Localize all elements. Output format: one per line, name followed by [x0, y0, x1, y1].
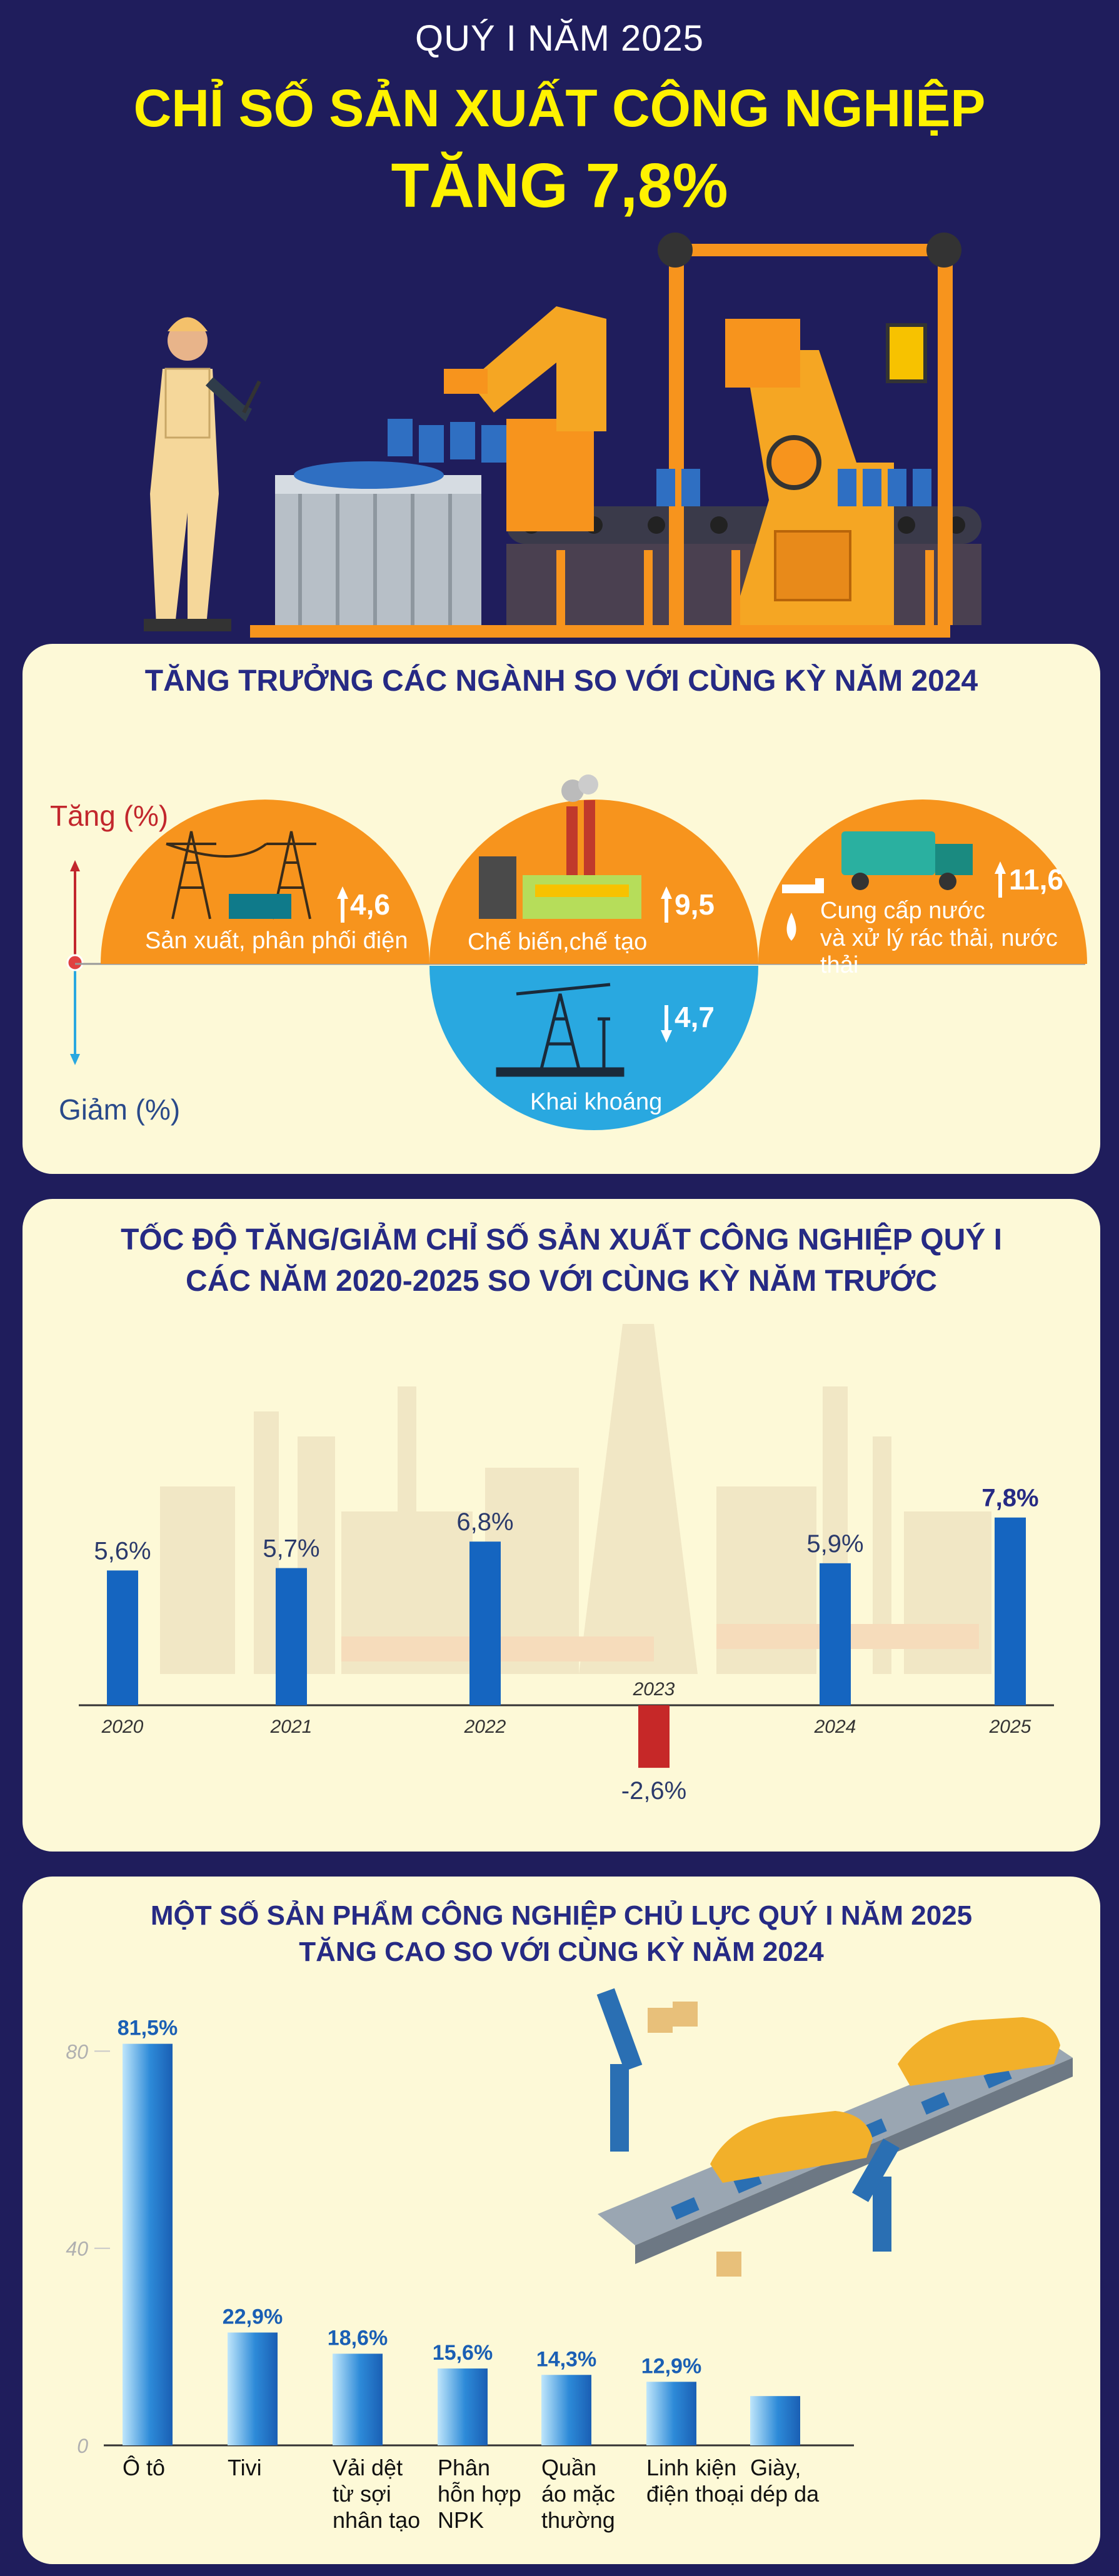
down-arrow: [661, 1005, 672, 1043]
product-category-label-3-1: hỗn hợp: [438, 2481, 521, 2507]
car-assembly-illustration: [596, 1988, 1073, 2277]
product-category-label-4-1: áo mặc: [541, 2481, 615, 2507]
year-value-label-2023: -2,6%: [621, 1777, 687, 1805]
year-axis-label-2024: 2024: [814, 1716, 856, 1737]
product-value-label-5: 12,9%: [641, 2354, 701, 2378]
product-category-label-4-0: Quần: [541, 2455, 596, 2480]
products-y-tick-0: 0: [77, 2435, 88, 2457]
sector-growth-panel: TĂNG TRƯỞNG CÁC NGÀNH SO VỚI CÙNG KỲ NĂM…: [23, 644, 1100, 1174]
yearly-chart-title-line2: CÁC NĂM 2020-2025 SO VỚI CÙNG KỲ NĂM TRƯ…: [186, 1265, 937, 1298]
yearly-growth-panel: TỐC ĐỘ TĂNG/GIẢM CHỈ SỐ SẢN XUẤT CÔNG NG…: [23, 1199, 1100, 1852]
year-value-label-2022: 6,8%: [456, 1508, 513, 1536]
sector-manufacturing-label: Chế biến,chế tạo: [468, 929, 648, 955]
year-value-label-2020: 5,6%: [94, 1537, 151, 1565]
product-category-label-6-0: Giày,: [750, 2455, 801, 2480]
header-title: CHỈ SỐ SẢN XUẤT CÔNG NGHIỆP: [133, 79, 986, 138]
oil-pump-icon: [496, 983, 625, 1077]
sector-manufacturing-value: 9,5: [675, 888, 715, 921]
product-value-label-4: 14,3%: [536, 2347, 596, 2371]
power-tower-icon: [166, 831, 316, 920]
sector-electricity-label: Sản xuất, phân phối điện: [145, 928, 408, 954]
yearly-bar-chart: 5,6% 2020 5,7% 2021 6,8% 2022 -2,6% 2023 5,9% 202…: [79, 1485, 1054, 1805]
products-growth-panel: MỘT SỐ SẢN PHẨM CÔNG NGHIỆP CHỦ LỰC QUÝ …: [23, 1877, 1100, 2564]
garbage-truck-icon: [841, 831, 973, 890]
header-subtitle: QUÝ I NĂM 2025: [414, 18, 705, 59]
year-bar-2023: [638, 1705, 670, 1768]
product-category-label-2-2: nhân tạo: [333, 2507, 420, 2533]
product-bar-6: [750, 2396, 800, 2445]
factory-icon: [479, 774, 641, 919]
decrease-axis-label: Giảm (%): [59, 1093, 181, 1126]
product-bar-2: [333, 2353, 383, 2445]
product-bar-0: [123, 2043, 173, 2445]
product-value-label-2: 18,6%: [328, 2326, 388, 2350]
product-bar-1: [228, 2332, 278, 2445]
increase-axis-label: Tăng (%): [50, 799, 169, 832]
year-value-label-2024: 5,9%: [806, 1530, 863, 1558]
sector-semicircle-chart: [66, 774, 1087, 1130]
water-tap-icon: [782, 878, 824, 941]
year-axis-label-2022: 2022: [464, 1716, 506, 1737]
product-category-label-0-0: Ô tô: [123, 2455, 165, 2480]
year-axis-label-2021: 2021: [270, 1716, 313, 1737]
header-title-highlight: TĂNG 7,8%: [391, 151, 728, 221]
product-category-label-2-0: Vải dệt: [333, 2455, 403, 2480]
yearly-chart-title-line1: TỐC ĐỘ TĂNG/GIẢM CHỈ SỐ SẢN XUẤT CÔNG NG…: [121, 1223, 1002, 1256]
sector-mining-label: Khai khoáng: [530, 1089, 663, 1115]
product-category-label-6-1: dép da: [750, 2481, 820, 2507]
product-category-label-2-1: từ sợi: [333, 2481, 391, 2507]
product-bar-4: [541, 2375, 591, 2445]
sector-mining-shape: [429, 966, 758, 1130]
product-value-label-0: 81,5%: [118, 2017, 178, 2040]
year-bar-2022: [469, 1541, 501, 1705]
year-bar-2025: [995, 1517, 1026, 1705]
products-chart-title-line2: TĂNG CAO SO VỚI CÙNG KỲ NĂM 2024: [299, 1937, 824, 1967]
sector-water-shape: [758, 799, 1087, 964]
year-bar-2024: [820, 1563, 851, 1705]
sector-water-label-line2: và xử lý rác thải, nước thải: [820, 925, 1058, 978]
sector-water-label-line1: Cung cấp nước: [820, 898, 985, 924]
product-category-label-5-0: Linh kiện: [646, 2455, 736, 2480]
year-axis-label-2025: 2025: [989, 1716, 1031, 1737]
product-category-label-5-1: điện thoại: [646, 2481, 744, 2507]
sector-electricity-shape: [101, 799, 429, 964]
sector-water-value: 11,6: [1009, 863, 1063, 896]
origin-dot: [66, 954, 84, 971]
sector-electricity-value: 4,6: [350, 888, 390, 921]
product-bar-3: [438, 2368, 488, 2445]
factory-illustration: [144, 233, 981, 638]
up-arrows: [337, 861, 1006, 923]
product-value-label-1: 22,9%: [223, 2305, 283, 2328]
product-category-label-1-0: Tivi: [228, 2455, 262, 2480]
product-category-label-3-2: NPK: [438, 2507, 484, 2533]
product-category-label-4-2: thường: [541, 2507, 615, 2533]
sector-mining-value: 4,7: [675, 1001, 715, 1033]
products-y-tick-80: 80: [66, 2040, 88, 2063]
year-axis-label-2020: 2020: [101, 1716, 144, 1737]
year-value-label-2021: 5,7%: [263, 1535, 319, 1563]
year-axis-label-2023: 2023: [633, 1679, 675, 1700]
sector-panel-title: TĂNG TRƯỞNG CÁC NGÀNH SO VỚI CÙNG KỲ NĂM…: [144, 664, 978, 698]
product-value-label-3: 15,6%: [433, 2341, 493, 2365]
year-value-label-2025: 7,8%: [981, 1485, 1038, 1512]
year-bar-2020: [107, 1570, 138, 1705]
car-icon: [710, 2017, 1060, 2183]
products-y-tick-40: 40: [66, 2238, 88, 2260]
product-bar-5: [646, 2382, 696, 2445]
robot-arm-icon: [596, 1988, 900, 2252]
product-category-label-3-0: Phân: [438, 2455, 490, 2480]
products-chart-title-line1: MỘT SỐ SẢN PHẨM CÔNG NGHIỆP CHỦ LỰC QUÝ …: [150, 1900, 973, 1931]
year-bar-2021: [276, 1568, 307, 1705]
